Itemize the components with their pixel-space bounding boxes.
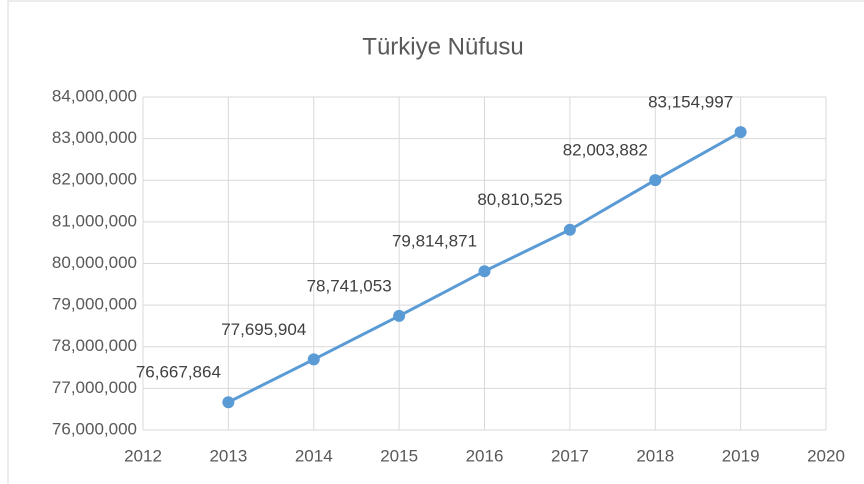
data-label: 76,667,864 [136,363,221,382]
y-tick-label: 83,000,000 [52,128,137,147]
data-label: 80,810,525 [477,190,562,209]
data-point [307,353,320,366]
x-tick-label: 2015 [380,446,418,465]
y-tick-label: 76,000,000 [52,419,137,438]
x-tick-label: 2020 [807,446,845,465]
data-point [478,265,491,278]
data-label: 78,741,053 [307,276,392,295]
x-tick-label: 2018 [636,446,674,465]
y-tick-label: 77,000,000 [52,378,137,397]
x-tick-label: 2014 [295,446,333,465]
chart-frame [7,0,864,484]
data-label: 79,814,871 [392,232,477,251]
y-tick-label: 84,000,000 [52,86,137,105]
data-point [734,126,747,139]
x-tick-label: 2012 [124,446,162,465]
y-tick-label: 80,000,000 [52,253,137,272]
data-point [649,174,662,187]
data-point [393,309,406,322]
y-tick-label: 82,000,000 [52,170,137,189]
x-tick-label: 2016 [466,446,504,465]
data-label: 83,154,997 [648,93,733,112]
y-tick-label: 78,000,000 [52,336,137,355]
y-tick-label: 79,000,000 [52,295,137,314]
y-tick-label: 81,000,000 [52,211,137,230]
data-point [563,223,576,236]
x-tick-label: 2019 [722,446,760,465]
data-point [222,396,235,409]
data-label: 82,003,882 [563,141,648,160]
chart-title: Türkiye Nüfusu [362,33,523,60]
x-tick-label: 2013 [209,446,247,465]
x-tick-label: 2017 [551,446,589,465]
data-label: 77,695,904 [221,320,306,339]
